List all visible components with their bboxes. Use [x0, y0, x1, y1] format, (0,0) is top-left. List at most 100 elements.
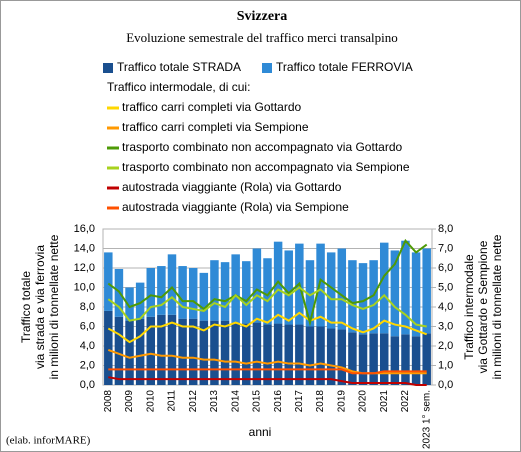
y-axis-title: via strada e via ferrovia — [33, 245, 47, 369]
legend-subtitle: Traffico intermodale, di cui: — [107, 80, 250, 94]
chart-title: Svizzera — [237, 9, 288, 24]
line-series — [107, 286, 427, 328]
bar — [178, 266, 187, 319]
bar — [125, 287, 134, 321]
legend-label: traffico carri completi via Sempione — [122, 120, 309, 134]
y-tick-label: 12,0 — [74, 262, 95, 274]
y-tick-label: 14,0 — [74, 242, 95, 254]
x-tick-label: 2014 — [230, 390, 241, 413]
bar — [146, 268, 156, 317]
bar — [326, 328, 336, 385]
bar — [135, 282, 145, 319]
x-tick-label: 2020 — [358, 390, 369, 413]
legend-swatch — [103, 63, 113, 73]
bar — [188, 318, 198, 385]
y-tick-label: 16,0 — [74, 223, 95, 235]
legend-label: trasporto combinato non accompagnato via… — [122, 140, 402, 154]
y2-tick-label: 0,0 — [438, 379, 453, 391]
y2-tick-label: 7,0 — [438, 242, 453, 254]
y-axis-title: Traffico totale — [19, 271, 33, 343]
legend-label: autostrada viaggiante (Rola) via Sempion… — [122, 200, 349, 214]
bar — [401, 240, 410, 335]
bar — [305, 326, 315, 385]
bar — [305, 260, 315, 327]
y-tick-label: 2,0 — [80, 359, 95, 371]
x-tick-label: 2023 1° sem. — [421, 390, 432, 449]
bar — [188, 268, 198, 319]
x-tick-label: 2010 — [145, 390, 156, 413]
y2-axis-title: Traffico intermodale — [462, 254, 476, 360]
y-tick-label: 8,0 — [80, 301, 95, 313]
bar — [369, 260, 378, 334]
y2-axis-title: via Gottardo e Sempione — [476, 240, 490, 373]
y2-tick-label: 8,0 — [438, 223, 453, 235]
y2-tick-label: 1,0 — [438, 359, 453, 371]
bar — [358, 334, 368, 385]
bar — [104, 252, 113, 311]
bar — [199, 320, 209, 385]
bar — [178, 318, 187, 385]
bar — [199, 272, 209, 321]
bar — [379, 333, 389, 385]
bar — [114, 316, 124, 385]
bar — [242, 323, 251, 385]
y-axis-title: in milioni di tonnellate nette — [47, 234, 61, 379]
x-tick-label: 2018 — [315, 390, 326, 413]
x-tick-label: 2008 — [103, 390, 114, 413]
y2-tick-label: 2,0 — [438, 340, 453, 352]
y-tick-label: 0,0 — [80, 379, 95, 391]
bar — [231, 322, 240, 385]
bar — [135, 318, 145, 385]
bar — [295, 324, 304, 385]
bar — [167, 314, 177, 385]
bar — [337, 329, 347, 385]
bar — [157, 314, 166, 385]
bar — [316, 243, 325, 327]
x-tick-label: 2017 — [294, 390, 305, 413]
y2-tick-label: 4,0 — [438, 301, 453, 313]
bar — [390, 336, 400, 385]
line-series — [108, 376, 427, 386]
bar — [348, 260, 357, 333]
bar — [379, 242, 389, 334]
legend-swatch — [262, 63, 272, 73]
bar — [422, 333, 431, 385]
legend-label: traffico carri completi via Gottardo — [122, 100, 302, 114]
bar — [273, 323, 283, 385]
bar — [146, 316, 156, 385]
y2-tick-label: 6,0 — [438, 262, 453, 274]
bar — [369, 333, 378, 385]
bar — [252, 322, 262, 385]
y2-tick-label: 3,0 — [438, 320, 453, 332]
x-tick-label: 2019 — [336, 390, 347, 413]
x-tick-label: 2013 — [209, 390, 220, 413]
x-tick-label: 2015 — [252, 390, 263, 413]
line-series — [108, 368, 427, 375]
bar — [326, 252, 336, 329]
legend-label: Traffico totale STRADA — [117, 60, 241, 74]
bar — [284, 324, 293, 385]
y-tick-label: 6,0 — [80, 320, 95, 332]
x-tick-label: 2012 — [188, 390, 199, 413]
source-note: (elab. inforMARE) — [6, 435, 91, 447]
y-tick-label: 4,0 — [80, 340, 95, 352]
bar — [231, 254, 240, 323]
legend-label: autostrada viaggiante (Rola) via Gottard… — [122, 180, 342, 194]
y2-tick-label: 5,0 — [438, 281, 453, 293]
bar — [411, 252, 421, 337]
bar — [401, 334, 410, 385]
bar — [210, 320, 219, 385]
bar — [411, 336, 421, 385]
x-axis-title: anni — [249, 425, 272, 439]
x-tick-label: 2022 — [400, 390, 411, 413]
legend-label: trasporto combinato non accompagnato via… — [122, 160, 410, 174]
bar — [252, 248, 262, 323]
bar — [210, 260, 219, 321]
x-tick-label: 2011 — [167, 390, 178, 412]
bar — [337, 248, 347, 330]
bar — [104, 310, 113, 385]
bar — [348, 332, 357, 385]
bar — [358, 263, 368, 335]
